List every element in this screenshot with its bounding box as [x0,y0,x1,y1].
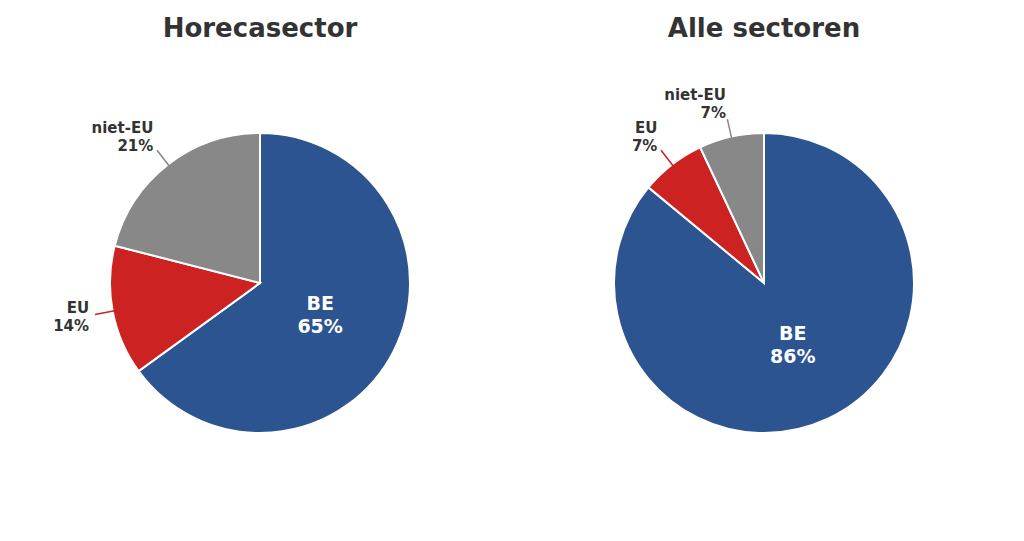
svg-text:BE86%: BE86% [770,322,815,367]
svg-text:BE65%: BE65% [297,292,342,337]
html-text:Horecasector: Horecasector [162,13,358,43]
svg-text:niet-EU21%: niet-EU21% [92,119,154,155]
svg-text:EU14%: EU14% [53,299,89,335]
html-text:Alle sectoren: Alle sectoren [667,13,861,43]
svg-text:EU7%: EU7% [632,119,657,155]
svg-text:niet-EU7%: niet-EU7% [664,86,726,122]
